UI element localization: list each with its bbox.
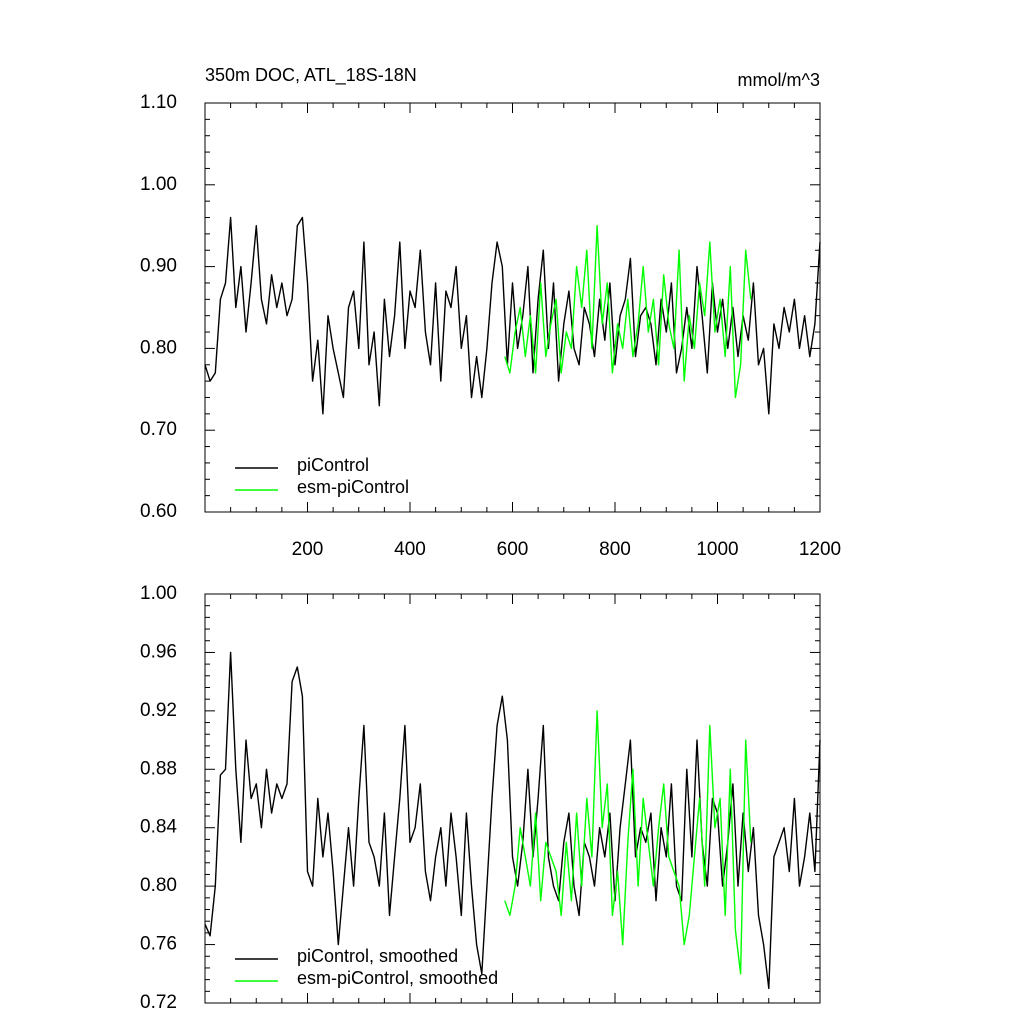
legend-label: piControl, smoothed xyxy=(297,946,458,966)
y-tick-label: 0.96 xyxy=(140,641,177,662)
y-tick-label: 0.80 xyxy=(140,875,177,896)
legend-label: piControl xyxy=(297,455,369,475)
y-tick-label: 0.70 xyxy=(140,419,177,440)
units-label: mmol/m^3 xyxy=(738,70,820,90)
y-tick-label: 0.84 xyxy=(140,817,177,838)
data-line xyxy=(204,216,821,415)
chart-title: 350m DOC, ATL_18S-18N xyxy=(205,65,417,86)
y-tick-label: 0.92 xyxy=(140,700,177,721)
x-tick-label: 200 xyxy=(292,539,324,560)
legend-label: esm-piControl, smoothed xyxy=(297,968,498,988)
y-tick-label: 0.72 xyxy=(140,992,177,1013)
y-tick-label: 0.80 xyxy=(140,337,177,358)
plot-frame xyxy=(204,593,821,1004)
data-line xyxy=(204,651,821,990)
y-tick-label: 1.10 xyxy=(140,92,177,113)
y-tick-label: 0.76 xyxy=(140,934,177,955)
y-tick-label: 1.00 xyxy=(140,174,177,195)
y-tick-label: 0.60 xyxy=(140,501,177,522)
y-tick-label: 0.90 xyxy=(140,256,177,277)
x-tick-label: 1200 xyxy=(799,539,841,560)
data-line xyxy=(504,710,752,975)
y-tick-label: 0.88 xyxy=(140,758,177,779)
legend-label: esm-piControl xyxy=(297,477,409,497)
x-tick-label: 800 xyxy=(599,539,631,560)
data-line xyxy=(504,225,752,399)
y-tick-label: 1.00 xyxy=(140,583,177,604)
x-tick-label: 400 xyxy=(394,539,426,560)
x-tick-label: 1000 xyxy=(696,539,738,560)
x-tick-label: 600 xyxy=(497,539,529,560)
